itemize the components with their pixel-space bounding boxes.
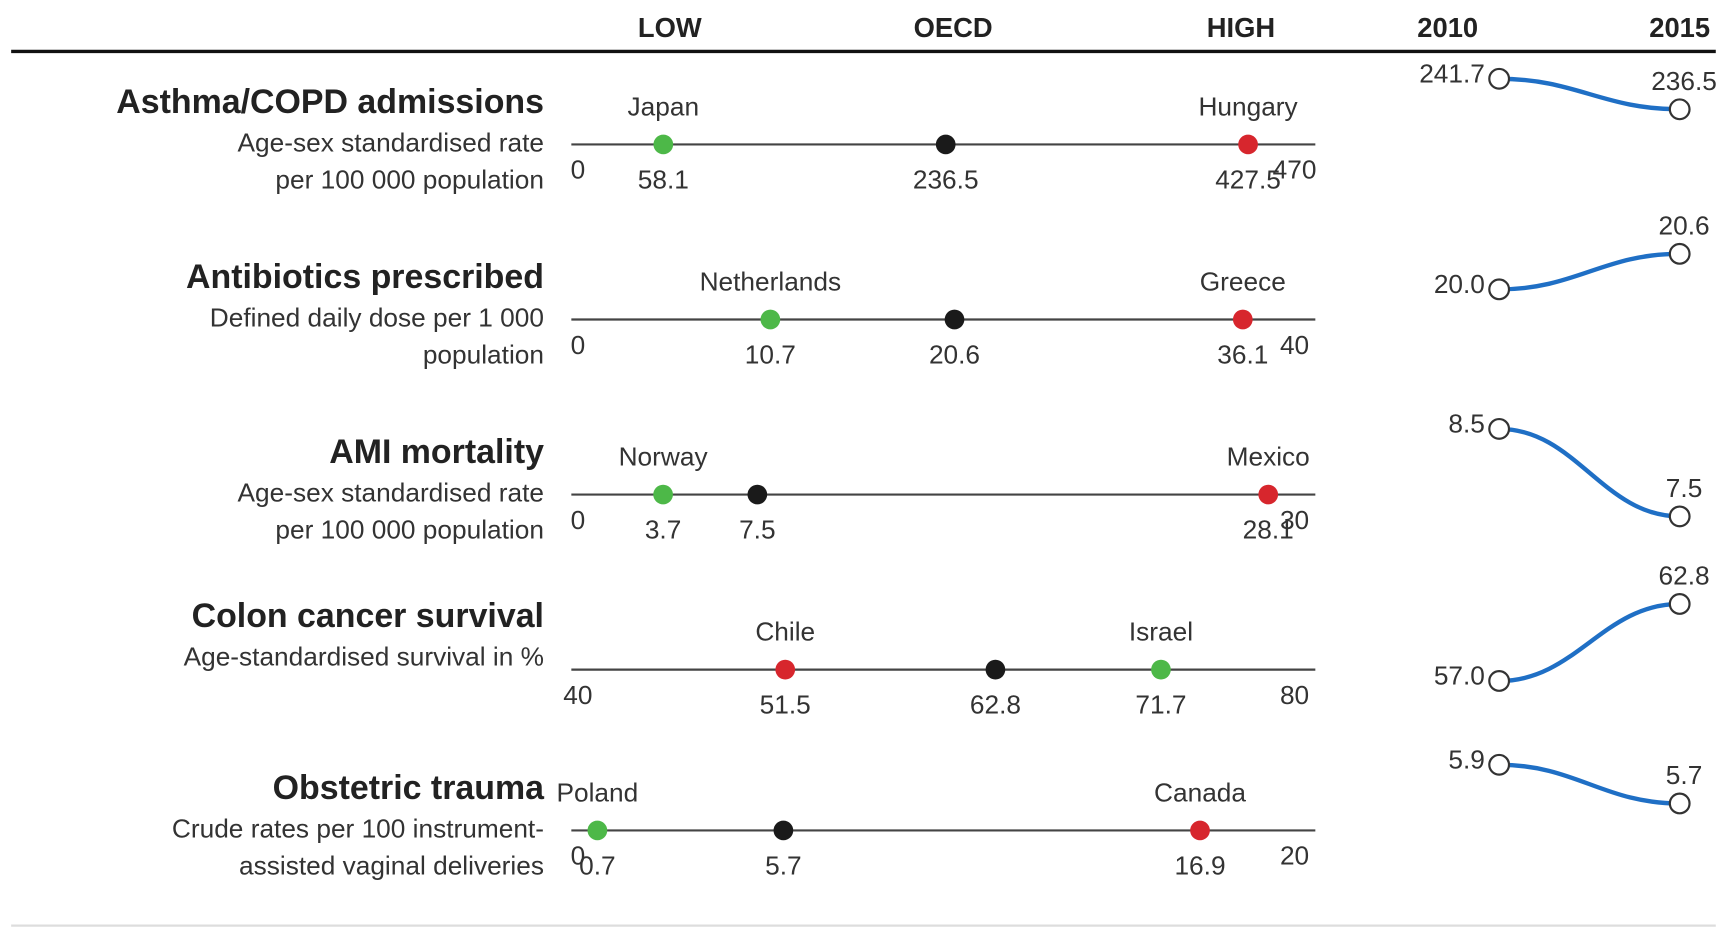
axis-max-label: 470 <box>1273 155 1317 185</box>
row-subtitle: assisted vaginal deliveries <box>239 851 544 881</box>
value-label: 71.7 <box>1135 690 1186 720</box>
value-label: 0.7 <box>579 851 616 881</box>
dot <box>944 309 965 330</box>
header-start: 2010 <box>1417 12 1478 43</box>
dot <box>775 659 796 680</box>
row-subtitle: Age-standardised survival in % <box>184 642 544 672</box>
value-label: 20.6 <box>929 340 980 370</box>
country-label: Mexico <box>1227 441 1310 471</box>
trend-line <box>1499 76 1680 112</box>
trend-end <box>1668 242 1691 265</box>
dot <box>653 134 674 155</box>
country-label: Canada <box>1154 777 1246 807</box>
dot <box>747 484 768 505</box>
value-label: 58.1 <box>638 165 689 195</box>
trend-start <box>1488 753 1511 776</box>
header-end: 2015 <box>1649 12 1710 43</box>
trend-end-label: 20.6 <box>1659 211 1710 241</box>
row-title: AMI mortality <box>329 433 544 471</box>
trend-start-label: 5.9 <box>1448 744 1485 774</box>
value-label: 62.8 <box>970 690 1021 720</box>
trend-start-label: 241.7 <box>1419 58 1485 88</box>
trend-line <box>1499 762 1680 806</box>
value-label: 3.7 <box>645 515 682 545</box>
dot <box>587 820 608 841</box>
axis-min-label: 0 <box>571 330 586 360</box>
trend-start <box>1488 670 1511 692</box>
dot <box>1190 820 1210 841</box>
axis-max-label: 80 <box>1280 680 1309 710</box>
axis-min-label: 0 <box>571 505 586 535</box>
row-title: Antibiotics prescribed <box>186 258 544 296</box>
dot <box>1238 134 1258 155</box>
country-label: Poland <box>557 777 639 807</box>
country-label: Israel <box>1129 616 1193 646</box>
trend-end-label: 5.7 <box>1666 760 1703 790</box>
trend-end-label: 236.5 <box>1651 66 1716 96</box>
dot <box>1258 484 1279 505</box>
dot <box>1232 309 1253 330</box>
trend-end <box>1668 98 1691 121</box>
header-high: HIGH <box>1207 12 1275 43</box>
axis-max-label: 40 <box>1280 330 1309 360</box>
country-label: Japan <box>628 91 700 121</box>
value-label: 10.7 <box>745 340 796 370</box>
value-label: 16.9 <box>1174 851 1225 881</box>
country-label: Chile <box>755 616 815 646</box>
row-subtitle: per 100 000 population <box>275 515 544 545</box>
dot <box>1151 659 1171 680</box>
trend-end <box>1668 792 1691 815</box>
country-label: Netherlands <box>700 266 842 296</box>
axis-min-label: 0 <box>571 155 586 185</box>
axis-max-label: 20 <box>1280 841 1309 871</box>
row-subtitle: Age-sex standardised rate <box>238 127 544 157</box>
axis-max-label: 30 <box>1280 505 1309 535</box>
trend-end-label: 62.8 <box>1659 561 1710 591</box>
trend-line <box>1499 601 1680 684</box>
trend-start <box>1488 67 1511 90</box>
axis-min-label: 0 <box>571 841 586 871</box>
row-title: Colon cancer survival <box>192 597 544 635</box>
value-label: 236.5 <box>913 165 979 195</box>
value-label: 36.1 <box>1217 340 1268 370</box>
value-label: 5.7 <box>765 851 802 881</box>
country-label: Norway <box>619 441 709 471</box>
trend-end <box>1668 593 1691 615</box>
value-label: 427.5 <box>1215 165 1281 195</box>
dot <box>935 134 956 155</box>
row-subtitle: per 100 000 population <box>275 165 544 195</box>
row-title: Obstetric trauma <box>273 769 545 807</box>
country-label: Greece <box>1200 266 1286 296</box>
row-subtitle: Defined daily dose per 1 000 <box>210 302 544 332</box>
trend-start-label: 8.5 <box>1448 409 1485 439</box>
value-label: 51.5 <box>760 690 811 720</box>
trend-start-label: 20.0 <box>1434 269 1485 299</box>
trend-start <box>1488 278 1511 301</box>
row-subtitle: Crude rates per 100 instrument- <box>172 813 544 843</box>
header-low: LOW <box>638 12 702 43</box>
row-subtitle: Age-sex standardised rate <box>238 477 544 507</box>
country-label: Hungary <box>1198 91 1298 121</box>
trend-line <box>1499 251 1680 292</box>
trend-end-label: 7.5 <box>1666 473 1703 503</box>
dot <box>760 309 781 330</box>
value-label: 7.5 <box>739 515 776 545</box>
row-subtitle: population <box>423 340 544 370</box>
trend-start-label: 57.0 <box>1434 661 1485 691</box>
row-title: Asthma/COPD admissions <box>116 83 544 121</box>
value-label: 28.1 <box>1243 515 1294 545</box>
axis-min-label: 40 <box>563 680 592 710</box>
dot <box>653 484 673 505</box>
header-oecd: OECD <box>914 12 993 43</box>
trend-line <box>1499 426 1680 519</box>
trend-end <box>1668 505 1691 528</box>
dot <box>773 820 794 841</box>
trend-start <box>1488 417 1511 440</box>
dot <box>985 659 1006 680</box>
